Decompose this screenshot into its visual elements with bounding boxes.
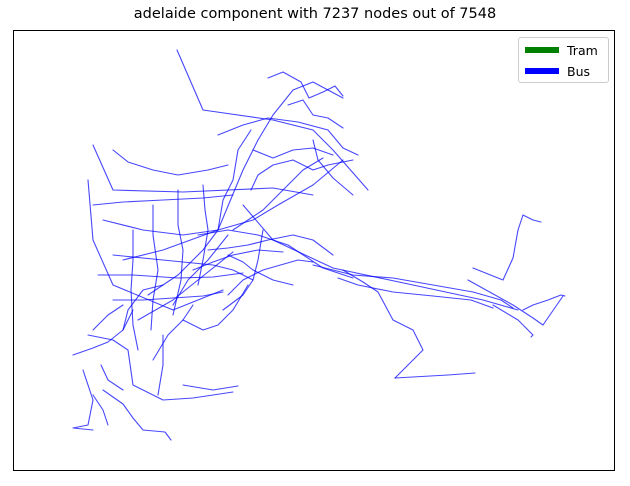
bus-route-39: [97, 272, 244, 279]
bus-route-28: [112, 149, 229, 176]
bus-route-44: [222, 229, 264, 311]
bus-route-20: [87, 334, 234, 401]
bus-route-5: [217, 81, 344, 231]
bus-route-33: [112, 254, 254, 281]
chart-title: adelaide component with 7237 nodes out o…: [133, 6, 497, 22]
bus-route-34: [130, 229, 139, 351]
bus-route-1: [176, 49, 369, 191]
bus-route-42: [207, 234, 334, 256]
bus-route-43: [192, 249, 284, 271]
bus-route-50: [182, 384, 239, 391]
bus-route-21: [72, 369, 94, 431]
bus-route-46: [312, 139, 354, 196]
bus-route-32: [250, 159, 354, 191]
legend-swatch-tram: [525, 47, 559, 53]
bus-route-4: [242, 204, 519, 311]
bus-route-24: [72, 309, 134, 356]
bus-route-26: [182, 284, 249, 331]
bus-route-22: [102, 389, 172, 441]
bus-route-40: [112, 291, 224, 301]
bus-route-6: [197, 229, 354, 279]
bus-route-16: [394, 372, 476, 379]
bus-route-25: [152, 304, 194, 361]
bus-route-30: [267, 71, 344, 99]
bus-route-12: [217, 129, 252, 231]
bus-route-29: [217, 117, 359, 156]
bus-route-lines: [72, 49, 566, 441]
bus-route-15: [342, 269, 424, 379]
bus-route-51: [92, 394, 109, 426]
bus-route-2: [92, 144, 314, 196]
bus-route-37: [197, 184, 209, 286]
bus-route-41: [227, 254, 294, 286]
legend-label-bus: Bus: [567, 63, 591, 79]
legend-swatch-bus: [525, 68, 559, 74]
transit-network-plot: [72, 49, 566, 441]
bus-route-17: [472, 214, 542, 281]
bus-route-8: [122, 159, 344, 261]
bus-route-53: [522, 294, 566, 311]
bus-route-19: [492, 304, 534, 338]
bus-route-36: [172, 189, 184, 316]
bus-route-47: [252, 147, 334, 159]
bus-route-27: [227, 259, 314, 296]
bus-route-3: [87, 179, 224, 311]
bus-route-13: [232, 157, 324, 231]
bus-route-18: [467, 279, 564, 326]
legend-item-bus: Bus: [525, 62, 590, 80]
bus-route-38: [92, 194, 234, 206]
bus-route-52: [100, 364, 124, 391]
bus-route-7: [102, 219, 219, 236]
bus-route-49: [157, 334, 164, 396]
bus-route-10: [172, 234, 229, 306]
bus-route-14: [312, 264, 514, 309]
legend: Tram Bus: [518, 37, 609, 83]
bus-route-45: [92, 304, 124, 331]
legend-item-tram: Tram: [525, 41, 598, 59]
bus-route-48: [337, 277, 494, 309]
bus-route-35: [150, 204, 159, 331]
legend-label-tram: Tram: [567, 42, 598, 58]
bus-route-31: [287, 99, 344, 129]
